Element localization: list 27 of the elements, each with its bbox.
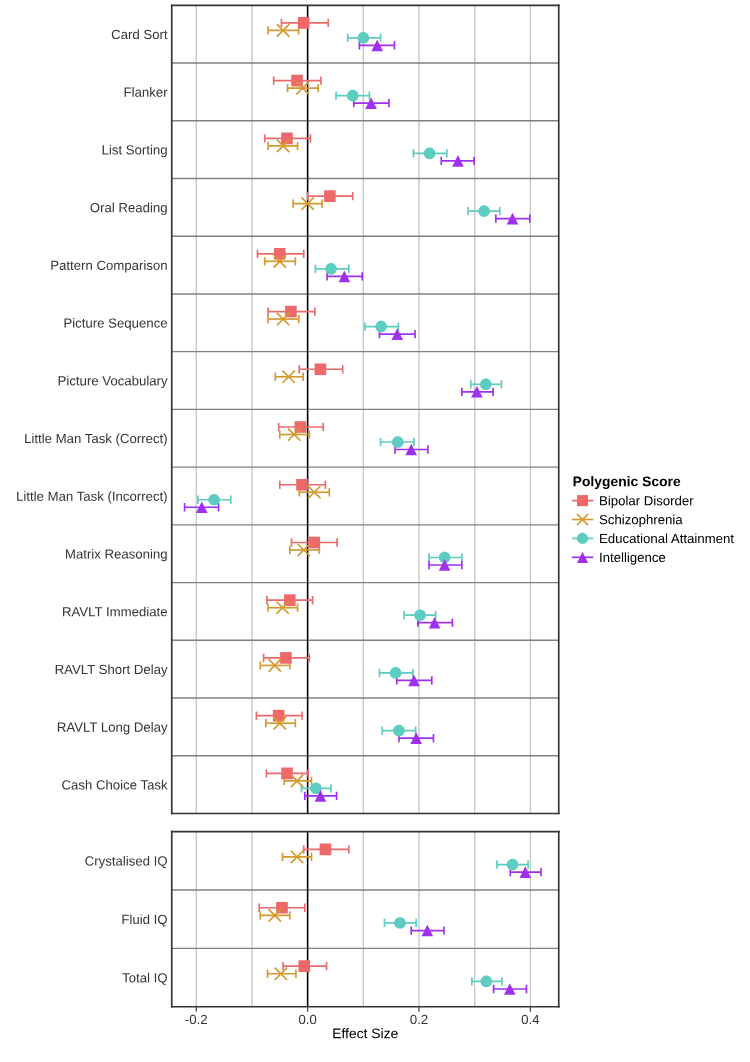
y-tick-label: Fluid IQ: [122, 914, 167, 927]
y-tick-label: Matrix Reasoning: [66, 548, 167, 562]
y-tick-label: RAVLT Immediate: [63, 606, 167, 617]
y-tick-label: Cash Choice Task: [62, 779, 168, 790]
y-tick-label: Picture Sequence: [64, 318, 167, 331]
y-tick-label: Little Man Task (Incorrect): [17, 491, 167, 504]
x-tick-label: 0.2: [410, 1014, 428, 1025]
y-tick-label: List Sorting: [102, 144, 167, 158]
x-tick-label: -0.2: [185, 1014, 207, 1025]
y-tick-label: Flanker: [124, 87, 168, 97]
legend-label: Intelligence: [600, 552, 666, 565]
legend-label: Schizophrenia: [599, 514, 683, 527]
legend-label: Educational Attainment: [600, 533, 734, 544]
y-tick-label: Card Sort: [111, 29, 168, 40]
legend-title: Polygenic Score: [573, 476, 681, 490]
y-tick-label: Oral Reading: [90, 202, 167, 215]
x-axis-title: Effect Size: [333, 1028, 398, 1039]
y-tick-label: RAVLT Short Delay: [55, 664, 168, 677]
x-tick-label: 0.4: [521, 1014, 540, 1025]
y-tick-label: Picture Vocabulary: [58, 375, 168, 389]
y-tick-label: Pattern Comparison: [51, 260, 167, 273]
legend-label: Bipolar Disorder: [600, 495, 694, 508]
y-tick-label: Total IQ: [122, 972, 167, 985]
y-tick-label: Little Man Task (Correct): [25, 433, 167, 446]
x-tick-label: 0.0: [298, 1014, 317, 1025]
y-tick-label: RAVLT Long Delay: [57, 722, 168, 735]
y-tick-label: Crystalised IQ: [85, 855, 167, 869]
